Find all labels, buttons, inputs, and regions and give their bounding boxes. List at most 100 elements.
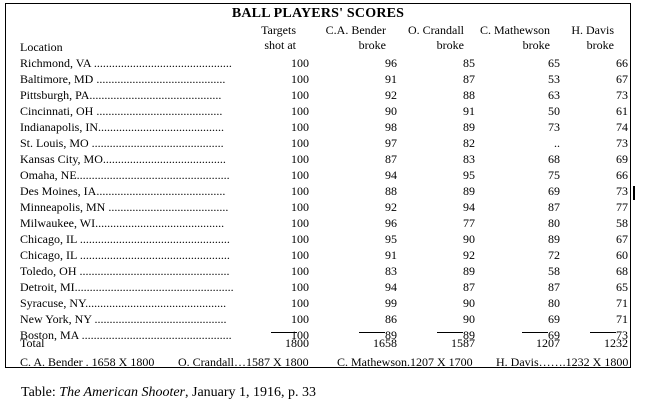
score-cell: 100: [291, 120, 309, 134]
score-cell: 83: [463, 152, 475, 166]
total-cell: 1232: [604, 336, 628, 350]
score-cell: 87: [385, 152, 397, 166]
location-cell: Detroit, MI.............................…: [20, 280, 234, 294]
table-row: Syracuse, NY............................…: [20, 296, 628, 311]
table-row: New York, NY ...........................…: [20, 312, 628, 327]
summary-mathewson: C. Mathewson.1207 X 1700: [337, 355, 473, 369]
score-cell: 77: [616, 200, 628, 214]
score-cell: 95: [385, 232, 397, 246]
score-cell: 91: [385, 72, 397, 86]
score-cell: 100: [291, 72, 309, 86]
location-cell: Indianapolis, IN........................…: [20, 120, 224, 134]
score-cell: 66: [616, 56, 628, 70]
table-row: Milwaukee, WI...........................…: [20, 216, 628, 231]
score-cell: 92: [385, 200, 397, 214]
score-cell: 89: [463, 264, 475, 278]
total-label: Total: [20, 336, 45, 350]
score-cell: 100: [291, 216, 309, 230]
total-cell: 1587: [451, 336, 475, 350]
location-cell: Syracuse, NY............................…: [20, 296, 227, 310]
location-cell: Omaha, NE...............................…: [20, 168, 230, 182]
score-cell: 66: [616, 168, 628, 182]
header-bender-line2: broke: [358, 38, 386, 52]
location-cell: Minneapolis, MN ........................…: [20, 200, 229, 214]
score-cell: 100: [291, 248, 309, 262]
location-cell: Kansas City, MO.........................…: [20, 152, 226, 166]
header-crandall-line2: broke: [436, 38, 464, 52]
table-row: Baltimore, MD ..........................…: [20, 72, 628, 87]
score-cell: 60: [616, 248, 628, 262]
total-row: Total 1800 1658 1587 1207 1232: [20, 336, 628, 351]
score-cell: 73: [616, 328, 628, 342]
score-cell: 65: [616, 280, 628, 294]
header-mathewson-line1: C. Mathewson: [480, 23, 550, 37]
score-cell: 67: [616, 72, 628, 86]
score-cell: 69: [548, 184, 560, 198]
score-cell: 83: [385, 264, 397, 278]
score-cell: 100: [291, 232, 309, 246]
margin-mark: [633, 186, 635, 200]
table-row: Des Moines, IA..........................…: [20, 184, 628, 199]
table-row: Chicago, IL ............................…: [20, 232, 628, 247]
score-cell: 67: [616, 232, 628, 246]
score-cell: 63: [548, 88, 560, 102]
score-cell: 80: [548, 216, 560, 230]
total-rule: [590, 332, 616, 333]
table-row: Cincinnati, OH .........................…: [20, 104, 628, 119]
score-cell: 74: [616, 120, 628, 134]
table-row: St. Louis, MO ..........................…: [20, 136, 628, 151]
score-cell: 96: [385, 216, 397, 230]
score-cell: 80: [548, 296, 560, 310]
header-crandall: O. Crandall broke: [386, 23, 464, 53]
score-cell: 100: [291, 56, 309, 70]
location-cell: St. Louis, MO ..........................…: [20, 136, 224, 150]
score-cell: 100: [291, 136, 309, 150]
score-cell: 82: [463, 136, 475, 150]
score-cell: 87: [548, 200, 560, 214]
score-cell: 69: [616, 152, 628, 166]
table-title: BALL PLAYERS' SCORES: [231, 6, 405, 21]
score-cell: 92: [385, 88, 397, 102]
table-row: Pittsburgh, PA..........................…: [20, 88, 628, 103]
header-davis-line1: H. Davis: [571, 23, 614, 37]
summary-row: C. A. Bender . 1658 X 1800 O. Crandall…1…: [20, 355, 628, 370]
total-cell: 1800: [285, 336, 309, 350]
score-cell: 71: [616, 312, 628, 326]
score-cell: 71: [616, 296, 628, 310]
score-cell: 91: [463, 104, 475, 118]
table-row: Kansas City, MO.........................…: [20, 152, 628, 167]
total-underlines: [20, 332, 620, 334]
score-cell: 97: [385, 136, 397, 150]
score-cell: ..: [554, 136, 560, 150]
score-cell: 100: [291, 264, 309, 278]
score-cell: 89: [548, 232, 560, 246]
score-cell: 90: [463, 296, 475, 310]
score-cell: 61: [616, 104, 628, 118]
score-cell: 68: [616, 264, 628, 278]
score-cell: 87: [463, 72, 475, 86]
summary-crandall: O. Crandall…1587 X 1800: [178, 355, 309, 369]
header-targets: Targets shot at: [242, 23, 296, 53]
header-bender: C.A. Bender broke: [306, 23, 386, 53]
score-cell: 100: [291, 328, 309, 342]
score-cell: 69: [548, 312, 560, 326]
score-cell: 94: [463, 200, 475, 214]
score-cell: 69: [548, 328, 560, 342]
score-cell: 100: [291, 184, 309, 198]
score-cell: 73: [616, 136, 628, 150]
location-cell: Baltimore, MD ..........................…: [20, 72, 226, 86]
location-cell: Boston, MA .............................…: [20, 328, 232, 342]
score-cell: 86: [385, 312, 397, 326]
header-location: Location: [20, 40, 63, 54]
score-cell: 88: [385, 184, 397, 198]
table-row: Indianapolis, IN........................…: [20, 120, 628, 135]
score-cell: 100: [291, 200, 309, 214]
score-cell: 65: [548, 56, 560, 70]
table-row: Minneapolis, MN ........................…: [20, 200, 628, 215]
header-targets-line1: Targets: [261, 23, 296, 37]
score-cell: 89: [463, 120, 475, 134]
summary-bender: C. A. Bender . 1658 X 1800: [20, 355, 155, 369]
table-caption: Table: The American Shooter, January 1, …: [21, 385, 316, 401]
location-cell: Pittsburgh, PA..........................…: [20, 88, 222, 102]
score-cell: 96: [385, 56, 397, 70]
